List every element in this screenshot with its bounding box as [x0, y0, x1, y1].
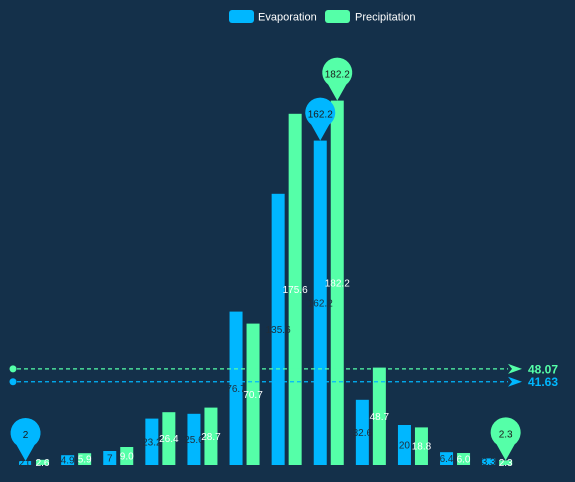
legend-label-evaporation: Evaporation — [258, 12, 317, 24]
bar-label-precipitation-6: 70.7 — [243, 390, 263, 401]
bar-evaporation-8[interactable] — [313, 140, 327, 465]
legend-item-evaporation[interactable]: Evaporation — [229, 10, 317, 24]
max-pin-evaporation-label: 162.2 — [308, 110, 333, 121]
bar-evaporation-10[interactable] — [397, 425, 411, 465]
bar-precipitation-5[interactable] — [204, 407, 218, 465]
bar-evaporation-6[interactable] — [229, 311, 243, 465]
bar-label-precipitation-11: 6.0 — [457, 455, 471, 466]
bar-precipitation-4[interactable] — [162, 412, 176, 465]
max-pin-precipitation-marker — [322, 57, 353, 101]
bar-precipitation-3[interactable] — [120, 447, 134, 465]
bar-label-evaporation-8: 162.2 — [308, 298, 333, 309]
bar-precipitation-12[interactable] — [499, 460, 513, 465]
max-pin-precipitation[interactable]: 182.2 — [322, 57, 353, 101]
max-pin-precipitation-label: 182.2 — [325, 70, 350, 81]
bar-label-evaporation-5: 25.6 — [184, 435, 204, 446]
average-value-precipitation: 48.07 — [528, 362, 558, 376]
bar-evaporation-3[interactable] — [103, 451, 117, 465]
max-pin-evaporation-marker — [305, 97, 336, 141]
bar-label-evaporation-7: 135.6 — [266, 325, 291, 336]
bar-evaporation-1[interactable] — [19, 461, 33, 465]
bar-precipitation-11[interactable] — [457, 453, 471, 465]
bar-precipitation-9[interactable] — [372, 367, 386, 465]
bar-label-evaporation-3: 7 — [107, 454, 113, 465]
bar-labels-layer: 2.0 2.6 4.9 5.9 7 9.023.226.4 25.628.776.770.7… — [19, 278, 513, 469]
bar-label-precipitation-10: 18.8 — [412, 442, 432, 453]
pins-layer: 162.2 2 182.2 2.3 — [10, 57, 521, 461]
bar-label-evaporation-4: 23.2 — [142, 437, 162, 448]
bar-label-evaporation-6: 76.7 — [226, 384, 246, 395]
bar-label-precipitation-3: 9.0 — [120, 452, 134, 463]
bar-precipitation-6[interactable] — [246, 323, 260, 465]
bar-precipitation-1[interactable] — [36, 459, 50, 465]
average-value-evaporation: 41.63 — [528, 375, 558, 389]
average-start-dot — [9, 378, 17, 386]
bar-evaporation-9[interactable] — [355, 399, 369, 465]
bar-precipitation-7[interactable] — [288, 113, 302, 466]
bar-label-evaporation-11: 6.4 — [440, 454, 454, 465]
min-pin-precipitation-marker — [490, 417, 521, 461]
bar-label-evaporation-9: 32.6 — [353, 428, 373, 439]
average-start-dot — [9, 365, 17, 373]
bar-precipitation-10[interactable] — [414, 427, 428, 465]
min-pin-precipitation[interactable]: 2.3 — [490, 417, 521, 461]
bar-label-precipitation-12: 2.3 — [499, 458, 513, 469]
legend-swatch-evaporation — [229, 10, 254, 23]
bar-label-precipitation-4: 26.4 — [159, 434, 179, 445]
bar-evaporation-5[interactable] — [187, 413, 201, 465]
bar-label-evaporation-10: 20 — [399, 441, 411, 452]
min-pin-evaporation-marker — [10, 418, 41, 461]
bar-label-evaporation-2: 4.9 — [61, 456, 75, 467]
bar-evaporation-7[interactable] — [271, 193, 285, 466]
bar-label-precipitation-7: 175.6 — [283, 285, 308, 296]
average-line-precipitation: 48.07 — [9, 362, 558, 376]
bar-evaporation-12[interactable] — [482, 458, 496, 465]
legend: Evaporation Precipitation — [229, 10, 416, 24]
legend-label-precipitation: Precipitation — [355, 12, 416, 24]
bar-label-precipitation-2: 5.9 — [78, 455, 92, 466]
average-arrow-icon — [508, 363, 522, 374]
legend-swatch-precipitation — [325, 10, 350, 23]
bar-evaporation-4[interactable] — [145, 418, 159, 465]
bar-label-evaporation-12: 3.3 — [482, 457, 496, 468]
bar-label-precipitation-9: 48.7 — [370, 412, 390, 423]
bar-precipitation-2[interactable] — [78, 453, 92, 465]
average-line-evaporation: 41.63 — [9, 375, 558, 389]
average-arrow-icon — [508, 376, 522, 387]
bar-precipitation-8[interactable] — [330, 100, 344, 465]
min-pin-evaporation[interactable]: 2 — [10, 418, 41, 461]
bars-layer — [19, 100, 513, 466]
bar-label-precipitation-1: 2.6 — [36, 458, 50, 469]
min-pin-evaporation-label: 2 — [23, 430, 29, 441]
bar-label-precipitation-5: 28.7 — [201, 432, 221, 443]
min-pin-precipitation-label: 2.3 — [499, 429, 513, 440]
bar-evaporation-2[interactable] — [61, 455, 75, 465]
bar-label-precipitation-8: 182.2 — [325, 278, 350, 289]
bar-label-evaporation-1: 2.0 — [19, 459, 33, 470]
bar-evaporation-11[interactable] — [440, 452, 454, 465]
legend-item-precipitation[interactable]: Precipitation — [325, 10, 416, 24]
max-pin-evaporation[interactable]: 162.2 — [305, 97, 336, 141]
